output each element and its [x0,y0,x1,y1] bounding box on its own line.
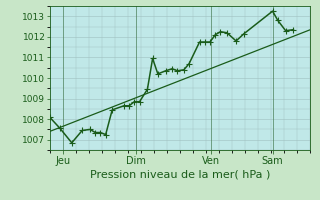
X-axis label: Pression niveau de la mer( hPa ): Pression niveau de la mer( hPa ) [90,170,270,180]
